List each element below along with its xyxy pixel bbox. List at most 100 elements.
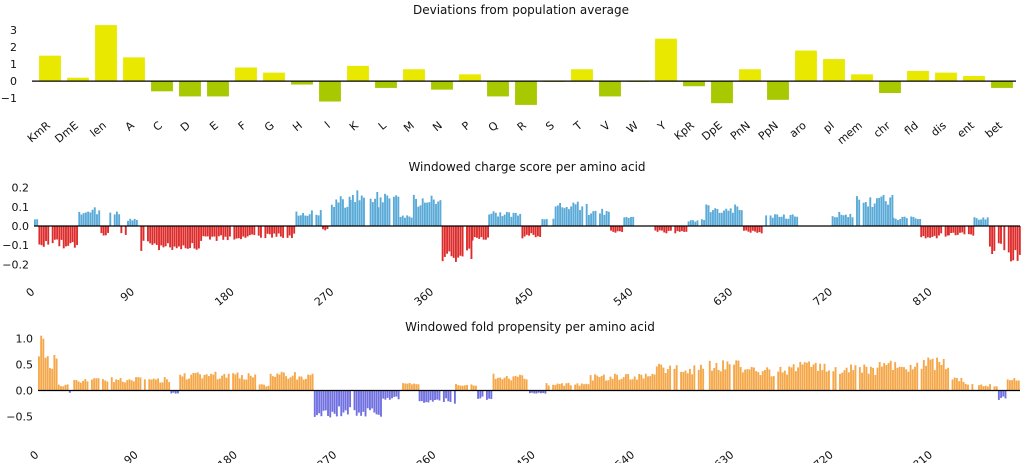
residue-bar [299,215,302,226]
residue-bar [531,390,534,393]
residue-bar [497,216,499,226]
residue-bar [655,366,658,391]
residue-bar [49,367,51,391]
bar-N [431,81,453,90]
residue-bar [60,386,62,391]
residue-bar [501,216,504,226]
bar-P [459,74,481,82]
residue-bar [594,374,596,391]
residue-bar [892,217,895,226]
x-tick-label: C [151,119,165,134]
residue-bar [335,390,338,417]
residue-bar [834,367,837,391]
residue-bar [220,226,223,236]
residue-bar [929,359,932,391]
y-tick-label: 2 [10,41,17,54]
residue-bar [760,226,763,234]
residue-bar [560,383,563,391]
residue-bar [306,215,309,226]
residue-bar [373,390,376,413]
residue-bar [148,379,151,391]
residue-bar [664,373,667,391]
residue-bar [808,361,811,391]
residue-bar [130,380,133,391]
residue-bar [714,208,717,226]
residue-bar [110,377,113,391]
residue-bar [84,379,87,391]
residue-bar [632,216,635,226]
residue-bar [611,378,614,391]
residue-bar [534,226,537,238]
residue-bar [899,218,902,226]
residue-bar [778,216,781,226]
residue-bar [867,206,869,226]
residue-bar [676,226,679,232]
residue-bar [240,226,242,240]
residue-bar [178,226,180,247]
residue-bar [725,208,728,226]
residue-bar [454,226,457,262]
residue-bar [814,362,817,391]
residue-bar [1008,380,1011,391]
residue-bar [863,364,866,391]
residue-bar [392,196,395,226]
residue-bar [746,369,749,391]
residue-bar [574,384,577,391]
residue-bar [432,199,435,226]
residue-bar [933,370,936,391]
residue-bar [150,379,153,391]
x-tick-label: 450 [513,448,537,463]
panel-1-title: Deviations from population average [413,3,629,17]
residue-bar [356,190,359,226]
residue-bar [68,390,71,393]
residue-bar [905,369,908,391]
residue-bar [982,386,985,391]
residue-bar [693,365,696,391]
residue-bar [776,214,779,226]
residue-bar [60,226,63,240]
residue-bar [726,361,729,391]
residue-bar [179,374,182,391]
residue-bar [878,197,881,226]
residue-bar [143,379,146,391]
residue-bar [79,382,82,391]
residue-bar [585,383,588,391]
residue-bar [474,385,477,391]
residue-bar [152,378,155,391]
y-tick-label: 0.5 [16,359,34,372]
residue-bar [607,380,610,391]
residue-bar [545,219,548,226]
residue-bar [115,211,118,226]
residue-bar [1010,226,1012,262]
residue-bar [841,372,844,391]
residue-bar [532,226,535,235]
residue-bar [718,212,721,226]
residue-bar [463,385,466,391]
residue-bar [151,226,154,245]
residue-bar [940,364,943,391]
residue-bar [764,370,766,391]
residue-bar [950,226,953,234]
residue-bar [274,376,276,391]
residue-bar [339,196,342,226]
residue-bar [384,390,387,400]
residue-bar [510,380,513,391]
residue-bar [425,390,428,403]
residue-bar [172,390,175,393]
residue-bar [189,226,191,249]
residue-bar [567,382,570,391]
residue-bar [947,367,950,391]
residue-bar [876,367,879,391]
residue-bar [1014,226,1017,251]
residue-bar [833,217,836,226]
residue-bar [183,373,186,391]
residue-bar [847,217,850,226]
residue-bar [490,390,493,400]
residue-bar [647,376,649,391]
residue-bar [565,206,568,226]
residue-bar [658,226,661,231]
residue-bar [697,369,700,391]
residue-bar [73,380,76,391]
residue-bar [733,364,735,391]
residue-bar [415,198,417,226]
